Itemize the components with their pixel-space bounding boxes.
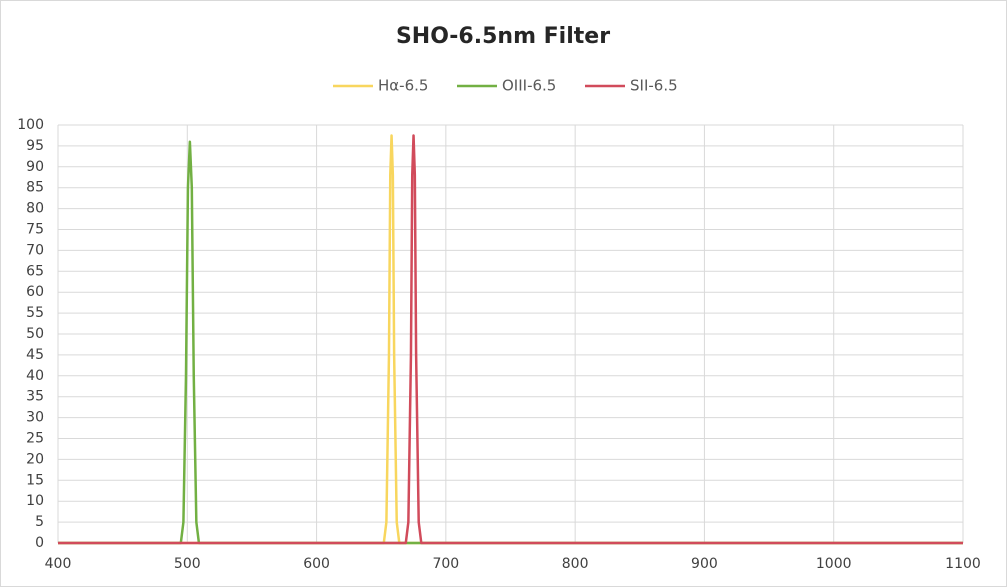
y-tick-label: 75 [26,222,44,238]
y-tick-label: 85 [26,180,44,196]
y-tick-label: 50 [26,326,44,342]
x-tick-label: 900 [691,556,718,572]
y-tick-label: 0 [35,535,44,551]
x-tick-label: 1100 [945,556,981,572]
legend-label: SII-6.5 [630,77,678,95]
x-tick-label: 600 [303,556,330,572]
legend-label: OIII-6.5 [502,77,556,95]
x-tick-label: 1000 [816,556,852,572]
y-tick-label: 95 [26,138,44,154]
y-tick-label: 25 [26,431,44,447]
y-tick-label: 100 [17,117,44,133]
chart-title: SHO-6.5nm Filter [396,24,610,49]
x-tick-label: 400 [45,556,72,572]
y-tick-label: 5 [35,514,44,530]
x-tick-label: 700 [432,556,459,572]
y-tick-label: 90 [26,159,44,175]
y-tick-label: 55 [26,305,44,321]
y-tick-label: 20 [26,451,44,467]
y-tick-label: 15 [26,472,44,488]
y-tick-label: 45 [26,347,44,363]
y-tick-label: 60 [26,284,44,300]
y-tick-label: 10 [26,493,44,509]
y-tick-label: 40 [26,368,44,384]
x-tick-label: 500 [174,556,201,572]
y-tick-label: 80 [26,201,44,217]
y-tick-label: 30 [26,410,44,426]
y-tick-label: 65 [26,263,44,279]
x-tick-label: 800 [562,556,589,572]
series-line [58,134,963,545]
series-line [58,134,963,545]
series-line [58,140,963,545]
y-tick-label: 70 [26,242,44,258]
y-tick-label: 35 [26,389,44,405]
legend-label: Hα-6.5 [378,77,428,95]
